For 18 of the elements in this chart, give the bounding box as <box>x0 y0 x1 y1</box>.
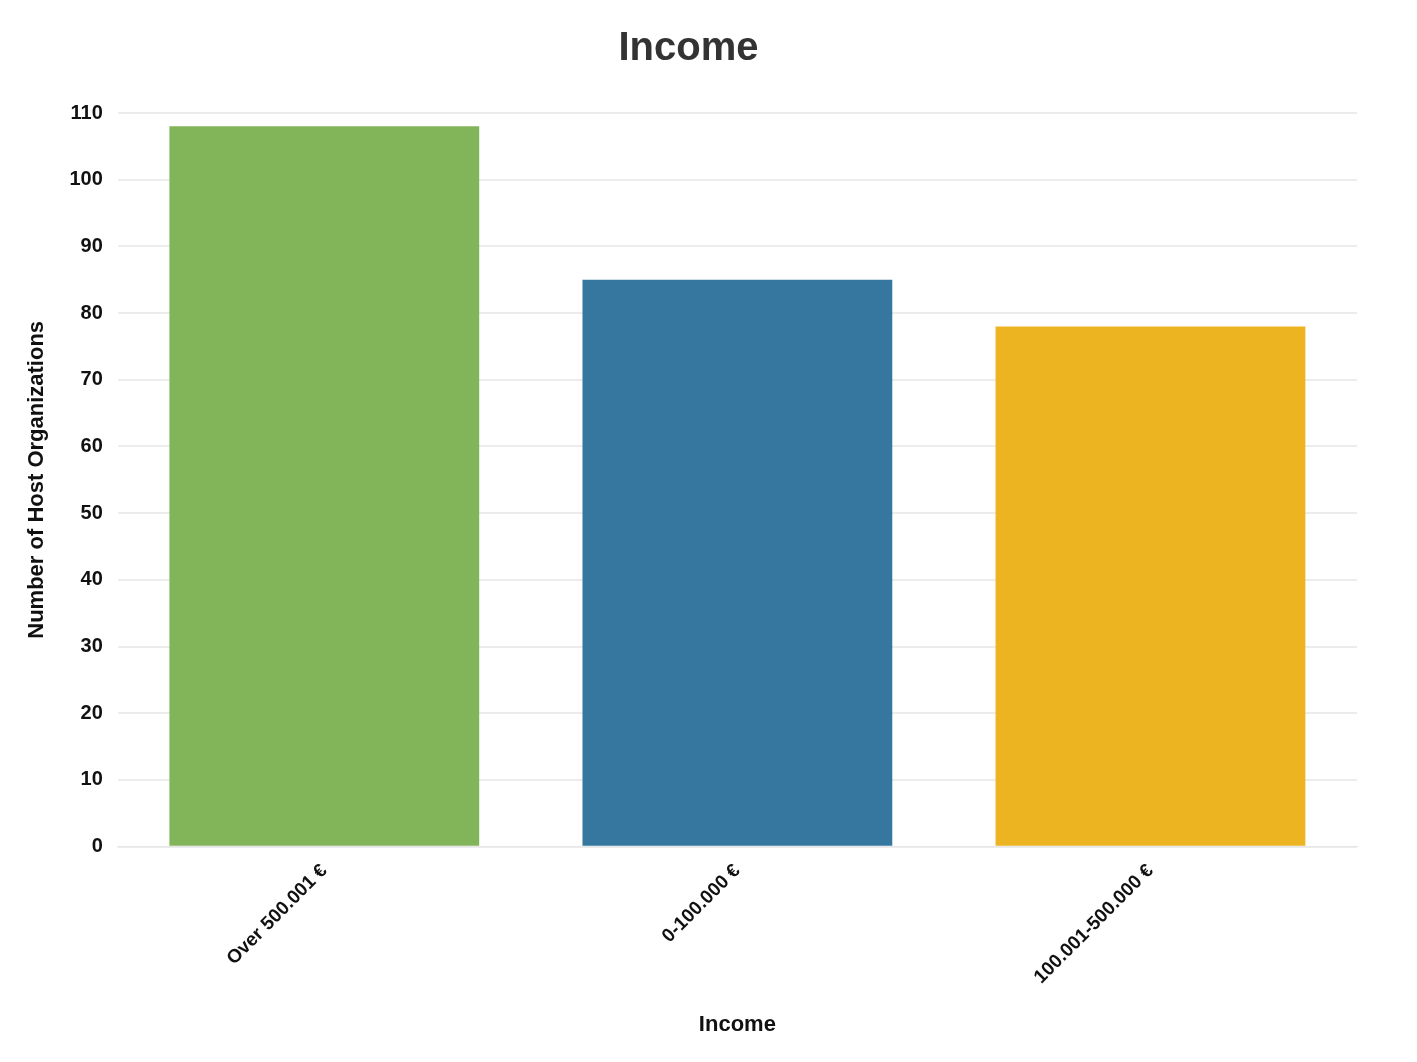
bar <box>582 279 893 846</box>
x-axis-title: Income <box>698 1010 776 1036</box>
y-tick-label: 70 <box>80 367 103 390</box>
y-tick-label: 40 <box>80 567 103 590</box>
chart-title: Income <box>618 24 759 69</box>
y-tick-label: 60 <box>80 434 103 456</box>
y-tick-label: 80 <box>80 300 103 323</box>
y-tick-label: 10 <box>80 767 103 790</box>
y-tick-label: 100 <box>69 167 103 190</box>
bar <box>995 326 1306 846</box>
y-tick-label: 90 <box>80 233 103 256</box>
y-tick-label: 50 <box>80 500 103 523</box>
y-tick-label: 110 <box>70 100 103 123</box>
y-tick-label: 0 <box>91 834 103 857</box>
y-axis-title: Number of Host Organizations <box>23 320 49 639</box>
bar <box>169 126 480 846</box>
y-tick-label: 20 <box>80 700 103 723</box>
y-tick-label: 30 <box>80 634 103 657</box>
